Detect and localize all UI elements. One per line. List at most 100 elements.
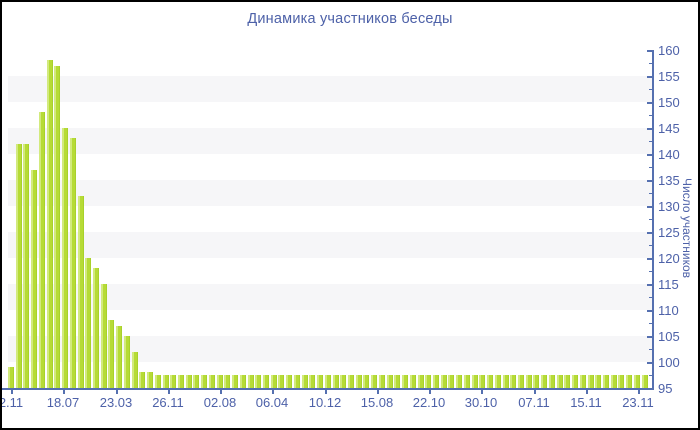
bar — [255, 375, 261, 388]
bar — [302, 375, 308, 388]
y-tick-label: 130 — [658, 199, 680, 214]
bar — [108, 320, 114, 388]
bar — [472, 375, 478, 388]
bar — [634, 375, 640, 388]
bar — [201, 375, 207, 388]
bar — [70, 138, 76, 388]
x-tick-label: 15.11 — [570, 395, 602, 410]
y-tick-mark — [647, 310, 652, 312]
y-minor-tick-mark — [649, 63, 652, 64]
bar — [363, 375, 369, 388]
y-tick-label: 140 — [658, 147, 680, 162]
y-tick-label: 135 — [658, 173, 680, 188]
bar — [31, 170, 37, 388]
bar — [348, 375, 354, 388]
x-tick-label: 15.08 — [360, 395, 394, 410]
x-tick-label: 26.11 — [152, 395, 184, 410]
y-tick-label: 155 — [658, 69, 680, 84]
bar — [580, 375, 586, 388]
bar — [39, 112, 45, 388]
bar — [541, 375, 547, 388]
y-tick-mark — [647, 232, 652, 234]
bar — [217, 375, 223, 388]
y-tick-label: 150 — [658, 95, 680, 110]
y-tick-label: 100 — [658, 355, 680, 370]
y-tick-mark — [647, 128, 652, 130]
bar — [147, 372, 153, 388]
y-tick-label: 115 — [658, 277, 679, 292]
y-minor-tick-mark — [649, 323, 652, 324]
y-tick-label: 160 — [658, 43, 680, 58]
bar — [495, 375, 501, 388]
y-tick-mark — [647, 258, 652, 260]
y-axis-line — [652, 50, 654, 389]
bar — [618, 375, 624, 388]
bar — [278, 375, 284, 388]
x-tick-mark — [638, 390, 640, 394]
x-tick-label: 30.10 — [464, 395, 498, 410]
bar — [170, 375, 176, 388]
bar — [371, 375, 377, 388]
x-tick-mark — [481, 390, 483, 394]
y-tick-label: 145 — [658, 121, 680, 136]
bar — [101, 284, 107, 388]
y-minor-tick-mark — [649, 167, 652, 168]
bar — [418, 375, 424, 388]
bar — [340, 375, 346, 388]
bar — [23, 144, 29, 388]
y-tick-label: 105 — [658, 329, 680, 344]
bar — [178, 375, 184, 388]
bar — [503, 375, 509, 388]
y-tick-label: 120 — [658, 251, 680, 266]
y-minor-tick-mark — [649, 245, 652, 246]
y-tick-label: 95 — [658, 381, 673, 396]
y-tick-mark — [647, 206, 652, 208]
y-tick-mark — [647, 154, 652, 156]
bar — [325, 375, 331, 388]
bar — [387, 375, 393, 388]
bar — [595, 375, 601, 388]
bar — [549, 375, 555, 388]
bar — [139, 372, 145, 388]
x-tick-label: 10.12 — [308, 395, 342, 410]
bar — [224, 375, 230, 388]
x-tick-label: 06.04 — [255, 395, 289, 410]
bar — [286, 375, 292, 388]
x-tick-label: 2.11 — [0, 395, 24, 410]
bar — [626, 375, 632, 388]
bar — [425, 375, 431, 388]
bar — [85, 258, 91, 388]
y-tick-label: 110 — [658, 303, 679, 318]
y-tick-mark — [647, 76, 652, 78]
y-minor-tick-mark — [649, 297, 652, 298]
y-minor-tick-mark — [649, 349, 652, 350]
bar — [155, 375, 161, 388]
y-axis-title: Число участников — [680, 177, 694, 279]
x-tick-label: 02.08 — [203, 395, 237, 410]
y-tick-mark — [647, 102, 652, 104]
bar — [642, 375, 648, 388]
bar — [248, 375, 254, 388]
y-minor-tick-mark — [649, 141, 652, 142]
bar — [317, 375, 323, 388]
bar — [163, 375, 169, 388]
bar — [132, 352, 138, 388]
bar — [479, 375, 485, 388]
x-tick-mark — [272, 390, 274, 394]
bar — [62, 128, 68, 388]
x-tick-mark — [377, 390, 379, 394]
bar — [518, 375, 524, 388]
x-tick-mark — [168, 390, 170, 394]
bar — [448, 375, 454, 388]
bar — [8, 367, 14, 388]
bar — [433, 375, 439, 388]
x-tick-label: 07.11 — [518, 395, 550, 410]
bar — [588, 375, 594, 388]
bar — [54, 66, 60, 388]
bar — [263, 375, 269, 388]
bar — [232, 375, 238, 388]
bar — [356, 375, 362, 388]
y-tick-label: 125 — [658, 225, 680, 240]
y-minor-tick-mark — [649, 219, 652, 220]
bar — [294, 375, 300, 388]
